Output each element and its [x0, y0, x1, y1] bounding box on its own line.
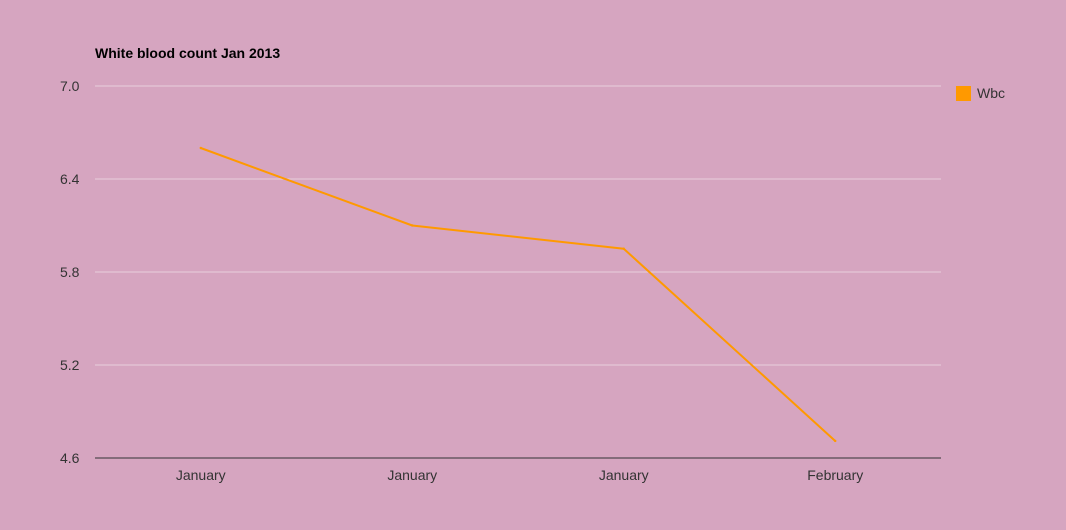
- data-point[interactable]: [199, 146, 202, 150]
- data-point[interactable]: [411, 224, 414, 227]
- gridlines: [95, 85, 941, 366]
- data-point[interactable]: [622, 247, 625, 250]
- legend[interactable]: Wbc: [956, 85, 1005, 101]
- x-axis-tick-labels: January January January February: [176, 467, 863, 483]
- y-tick-label: 6.4: [60, 171, 80, 187]
- legend-swatch: [956, 86, 971, 101]
- data-point[interactable]: [834, 439, 837, 443]
- legend-label: Wbc: [977, 85, 1005, 101]
- x-tick-label: January: [176, 467, 226, 483]
- series-line-wbc[interactable]: [200, 147, 836, 442]
- x-tick-label: January: [387, 467, 437, 483]
- x-tick-label: January: [599, 467, 649, 483]
- series-layer: [199, 146, 837, 443]
- y-tick-label: 5.8: [60, 264, 80, 280]
- y-tick-label: 5.2: [60, 357, 80, 373]
- y-tick-label: 4.6: [60, 450, 80, 466]
- y-axis-tick-labels: 7.0 6.4 5.8 5.2 4.6: [60, 78, 80, 466]
- x-tick-label: February: [807, 467, 863, 483]
- chart-title: White blood count Jan 2013: [95, 45, 281, 61]
- y-tick-label: 7.0: [60, 78, 80, 94]
